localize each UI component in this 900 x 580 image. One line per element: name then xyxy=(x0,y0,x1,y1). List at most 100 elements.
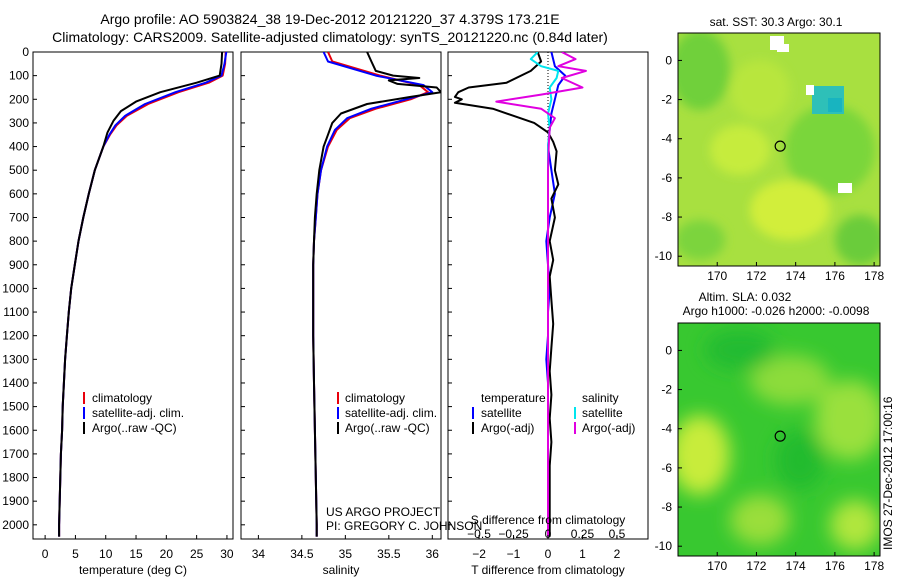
x-tick-label: 36 xyxy=(426,547,440,561)
map-y-tick-label: -4 xyxy=(661,422,672,436)
map-y-tick-label: -4 xyxy=(661,132,672,146)
x-tick-label: −2 xyxy=(472,547,486,561)
x-tick-label: 34.5 xyxy=(290,547,314,561)
temperature-legend: climatology satellite-adj. clim. Argo(..… xyxy=(83,391,184,435)
salinity-xlabel: salinity xyxy=(323,563,360,577)
difference-legend: temperature salinity satellite Argo(-adj… xyxy=(472,391,635,435)
map-y-tick-label: -2 xyxy=(661,383,672,397)
legend-title-temperature: temperature xyxy=(481,391,546,405)
x-tick-label: 15 xyxy=(129,547,143,561)
temperature-xlabel: temperature (deg C) xyxy=(79,563,187,577)
x-tick-label: 34 xyxy=(252,547,266,561)
x-tick-label: 5 xyxy=(72,547,79,561)
series-line-climatology xyxy=(58,52,227,537)
s-tick-label: 0 xyxy=(545,527,552,541)
salinity-plot xyxy=(312,52,441,537)
x-tick-label: 35.5 xyxy=(377,547,401,561)
map-y-tick-label: -6 xyxy=(661,461,672,475)
x-tick-label: 0 xyxy=(545,547,552,561)
map-x-tick-label: 178 xyxy=(864,269,884,283)
map-x-tick-label: 172 xyxy=(746,269,766,283)
depth-tick-label: 800 xyxy=(9,234,29,248)
legend-label-t-argo: Argo(-adj) xyxy=(481,421,534,435)
legend-label-argo: Argo(..raw -QC) xyxy=(92,421,177,435)
x-tick-label: 35 xyxy=(339,547,353,561)
map-y-tick-label: -6 xyxy=(661,171,672,185)
depth-tick-label: 0 xyxy=(22,45,29,59)
x-tick-label: −1 xyxy=(507,547,521,561)
depth-tick-label: 100 xyxy=(9,69,29,83)
header-line-1: Argo profile: AO 5903824_38 19-Dec-2012 … xyxy=(100,11,560,27)
sla-map-frame xyxy=(677,322,881,557)
legend-title-salinity: salinity xyxy=(582,391,619,405)
difference-xlabel: T difference from climatology xyxy=(471,563,625,577)
map-y-tick-label: 0 xyxy=(665,53,672,67)
series-line-argo-adj- xyxy=(495,52,587,537)
depth-tick-label: 1100 xyxy=(3,305,29,319)
s-tick-label: −0.25 xyxy=(498,527,529,541)
sst-map-ticks: 170 172 174 176 178 0 -2 -4 -6 -8 -10 xyxy=(655,53,885,283)
map-x-tick-label: 174 xyxy=(786,559,806,573)
depth-tick-label: 500 xyxy=(9,163,29,177)
credit-line-2: PI: GREGORY C. JOHNSON xyxy=(326,519,482,533)
map-x-tick-label: 170 xyxy=(707,269,727,283)
map-x-tick-label: 170 xyxy=(707,559,727,573)
legend-label-s-satellite: satellite xyxy=(582,406,623,420)
s-tick-label: 0.25 xyxy=(571,527,595,541)
sst-map-title: sat. SST: 30.3 Argo: 30.1 xyxy=(710,15,843,29)
depth-tick-label: 1200 xyxy=(2,329,29,343)
depth-tick-label: 300 xyxy=(9,116,29,130)
imos-timestamp: IMOS 27-Dec-2012 17:00:16 xyxy=(881,396,895,550)
sla-heatmap xyxy=(678,323,880,556)
legend-label-climatology: climatology xyxy=(345,391,405,405)
difference-plot xyxy=(453,52,587,539)
series-line-argo-raw-qc- xyxy=(312,52,441,537)
map-x-tick-label: 174 xyxy=(786,269,806,283)
sst-map-frame xyxy=(677,32,881,267)
depth-tick-label: 1900 xyxy=(2,494,29,508)
sla-map-title: Altim. SLA: 0.032 xyxy=(699,290,792,304)
map-y-tick-label: 0 xyxy=(665,343,672,357)
temperature-plot xyxy=(58,52,228,537)
depth-tick-label: 1500 xyxy=(2,400,29,414)
temperature-axes xyxy=(32,51,234,540)
depth-tick-label: 1600 xyxy=(2,423,29,437)
x-tick-label: 2 xyxy=(614,547,621,561)
depth-tick-label: 600 xyxy=(9,187,29,201)
series-line-argo-raw-qc- xyxy=(58,52,224,537)
depth-tick-label: 1700 xyxy=(2,447,29,461)
x-tick-label: 25 xyxy=(190,547,204,561)
depth-tick-label: 1400 xyxy=(2,376,29,390)
x-tick-label: 10 xyxy=(99,547,113,561)
depth-axis: 0 100 200 300 400 500 600 700 800 900 1000 1100 1200… xyxy=(2,45,452,532)
depth-tick-label: 2000 xyxy=(2,518,29,532)
series-line-argo-adj- xyxy=(453,52,560,537)
x-tick-label: 1 xyxy=(579,547,586,561)
map-x-tick-label: 176 xyxy=(825,559,845,573)
legend-label-t-satellite: satellite xyxy=(481,406,522,420)
argo-location-marker xyxy=(774,430,786,442)
credit-line-1: US ARGO PROJECT xyxy=(326,505,441,519)
s-tick-label: −0.5 xyxy=(467,527,491,541)
sla-map-ticks: 170 172 174 176 178 0 -2 -4 -6 -8 -10 xyxy=(655,343,885,573)
depth-tick-label: 200 xyxy=(9,92,29,106)
argo-location-marker xyxy=(774,140,786,152)
legend-label-satellite: satellite-adj. clim. xyxy=(345,406,437,420)
salinity-legend: climatology satellite-adj. clim. Argo(..… xyxy=(337,391,437,435)
s-tick-label: 0.5 xyxy=(609,527,626,541)
temperature-x-ticks: 0 5 10 15 20 25 30 xyxy=(42,535,234,561)
series-line-satellite-adj-clim- xyxy=(58,52,228,537)
depth-tick-label: 900 xyxy=(9,258,29,272)
map-y-tick-label: -8 xyxy=(661,210,672,224)
map-y-tick-label: -2 xyxy=(661,93,672,107)
x-tick-label: 0 xyxy=(42,547,49,561)
salinity-x-ticks: 34 34.5 35 35.5 36 xyxy=(252,535,440,561)
legend-label-argo: Argo(..raw -QC) xyxy=(345,421,430,435)
legend-label-climatology: climatology xyxy=(92,391,152,405)
sla-map-subtitle: Argo h1000: -0.026 h2000: -0.0098 xyxy=(683,304,870,318)
map-y-tick-label: -10 xyxy=(655,539,673,553)
sst-heatmap xyxy=(678,33,880,266)
series-line-climatology xyxy=(312,52,429,537)
map-x-tick-label: 176 xyxy=(825,269,845,283)
